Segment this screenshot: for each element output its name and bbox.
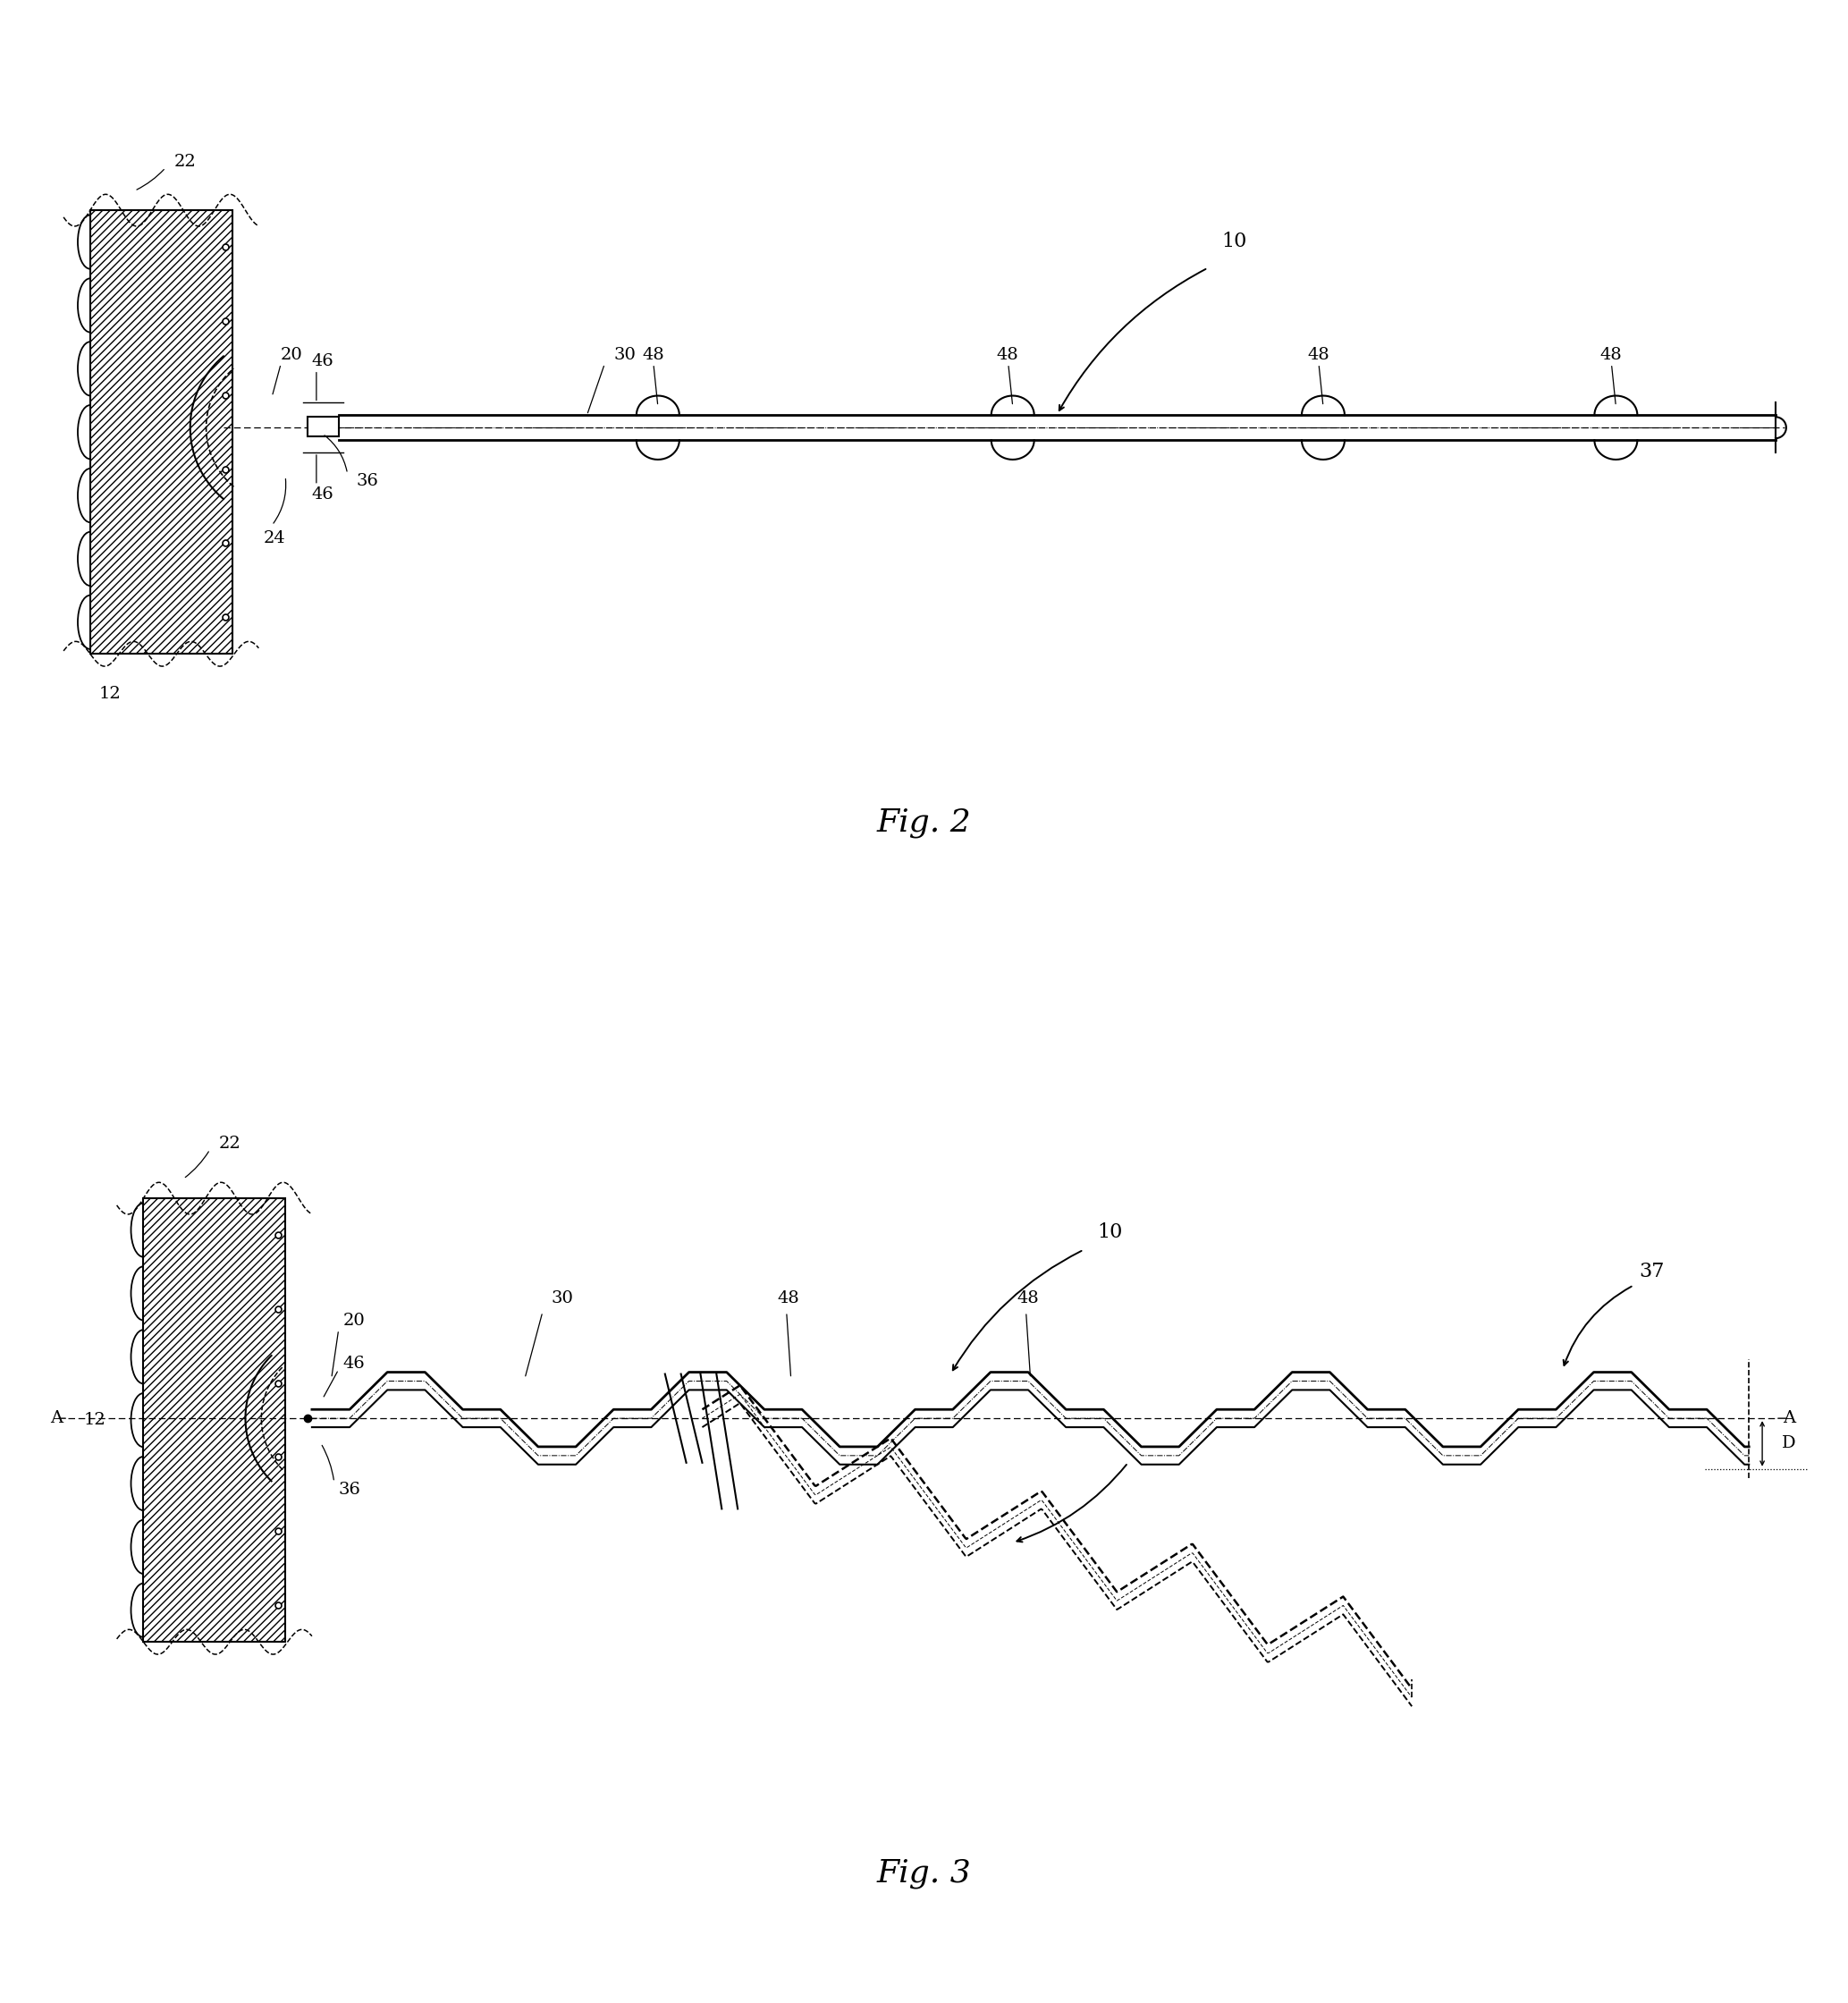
Text: 46: 46 xyxy=(312,487,334,503)
Text: 24: 24 xyxy=(262,531,285,547)
Polygon shape xyxy=(91,210,233,653)
Text: 48: 48 xyxy=(641,347,663,363)
Text: 37: 37 xyxy=(1639,1262,1663,1282)
Text: A: A xyxy=(50,1410,63,1426)
Text: 20: 20 xyxy=(281,347,303,363)
Text: 30: 30 xyxy=(614,347,636,363)
Text: 22: 22 xyxy=(218,1136,240,1152)
Text: 46: 46 xyxy=(344,1356,366,1372)
Text: Fig. 3: Fig. 3 xyxy=(876,1857,972,1889)
Text: 22: 22 xyxy=(174,154,196,170)
Text: 10: 10 xyxy=(1222,232,1247,250)
Polygon shape xyxy=(144,1198,285,1642)
Text: 36: 36 xyxy=(338,1482,360,1498)
Text: 12: 12 xyxy=(83,1412,105,1428)
Text: D: D xyxy=(1781,1436,1796,1452)
Text: 12: 12 xyxy=(100,685,122,701)
Text: 48: 48 xyxy=(1600,347,1623,363)
Text: A: A xyxy=(1783,1410,1794,1426)
Text: 48: 48 xyxy=(1016,1290,1039,1306)
Text: 36: 36 xyxy=(357,473,379,489)
Text: 46: 46 xyxy=(312,353,334,369)
Text: 48: 48 xyxy=(1307,347,1329,363)
Text: 48: 48 xyxy=(996,347,1018,363)
Text: 30: 30 xyxy=(551,1290,573,1306)
Bar xyxy=(307,417,338,437)
Text: 20: 20 xyxy=(344,1312,366,1328)
Text: 10: 10 xyxy=(1098,1222,1124,1242)
Text: 48: 48 xyxy=(778,1290,800,1306)
Text: Fig. 2: Fig. 2 xyxy=(876,807,972,837)
